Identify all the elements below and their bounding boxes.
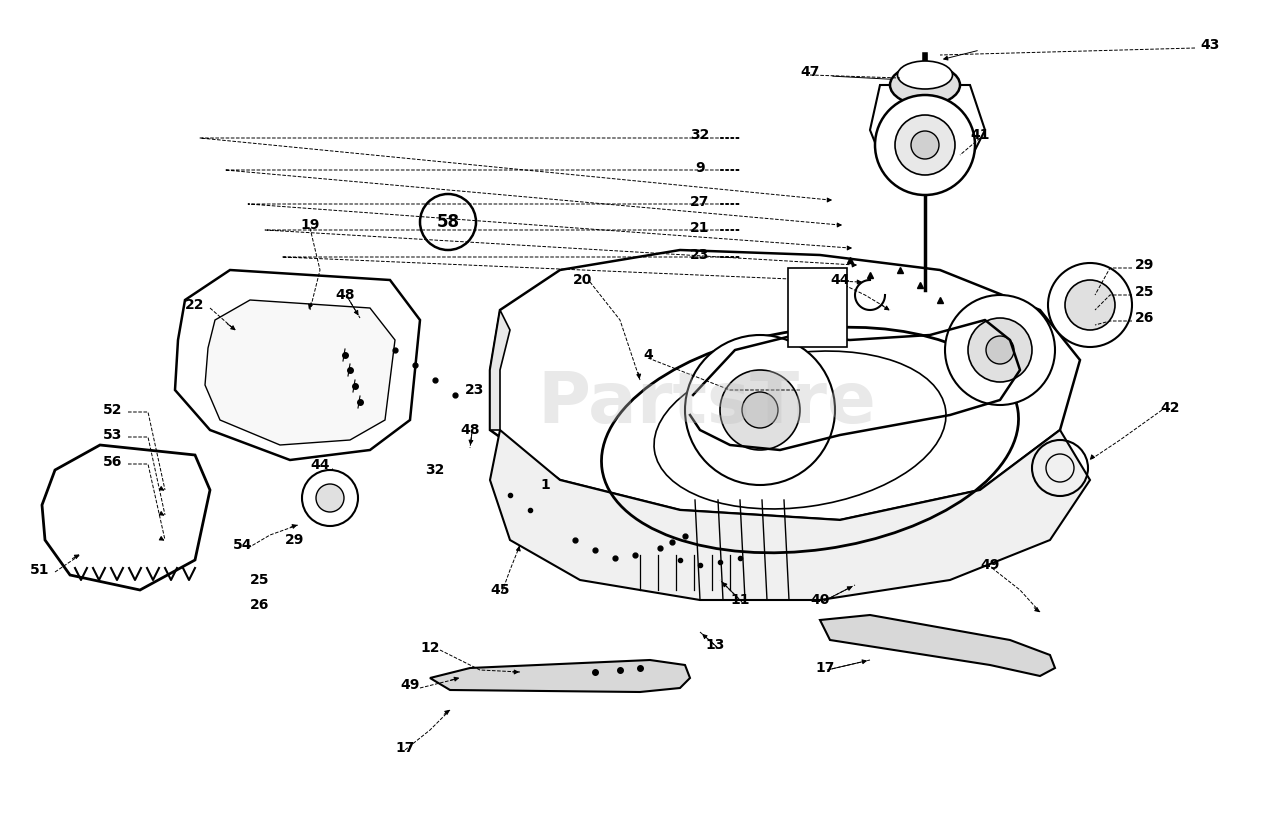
Text: 17: 17 xyxy=(815,661,835,675)
Circle shape xyxy=(742,392,778,428)
Polygon shape xyxy=(205,300,396,445)
Text: 40: 40 xyxy=(810,593,829,607)
Polygon shape xyxy=(430,660,690,692)
Text: 51: 51 xyxy=(31,563,50,577)
Circle shape xyxy=(986,336,1014,364)
Circle shape xyxy=(685,335,835,485)
Text: 47: 47 xyxy=(800,65,819,79)
Polygon shape xyxy=(820,615,1055,676)
Text: 32: 32 xyxy=(425,463,444,477)
Text: 22: 22 xyxy=(186,298,205,312)
Text: 45: 45 xyxy=(490,583,509,597)
Text: 20: 20 xyxy=(573,273,593,287)
Text: 12: 12 xyxy=(420,641,440,655)
Text: 11: 11 xyxy=(731,593,750,607)
Circle shape xyxy=(895,115,955,175)
Text: 19: 19 xyxy=(301,218,320,232)
Text: 21: 21 xyxy=(690,221,709,235)
Ellipse shape xyxy=(897,61,952,89)
Circle shape xyxy=(1065,280,1115,330)
Text: 56: 56 xyxy=(104,455,123,469)
Text: 42: 42 xyxy=(1160,401,1180,415)
Polygon shape xyxy=(42,445,210,590)
Text: 52: 52 xyxy=(104,403,123,417)
Text: 27: 27 xyxy=(690,195,709,209)
Text: 26: 26 xyxy=(1135,311,1155,325)
Circle shape xyxy=(911,131,940,159)
Text: 29: 29 xyxy=(1135,258,1155,272)
Text: 43: 43 xyxy=(1201,38,1220,52)
Polygon shape xyxy=(490,250,1080,520)
Text: 23: 23 xyxy=(466,383,485,397)
Text: 53: 53 xyxy=(104,428,123,442)
Text: 13: 13 xyxy=(705,638,724,652)
Text: 44: 44 xyxy=(831,273,850,287)
Circle shape xyxy=(968,318,1032,382)
Polygon shape xyxy=(490,310,509,430)
Text: 49: 49 xyxy=(401,678,420,692)
Text: 48: 48 xyxy=(335,288,355,302)
Text: 1: 1 xyxy=(540,478,550,492)
Text: 58: 58 xyxy=(436,213,460,231)
Text: 48: 48 xyxy=(461,423,480,437)
Polygon shape xyxy=(175,270,420,460)
Text: 44: 44 xyxy=(310,458,330,472)
FancyBboxPatch shape xyxy=(788,268,847,347)
Circle shape xyxy=(302,470,358,526)
Text: 26: 26 xyxy=(251,598,270,612)
Circle shape xyxy=(945,295,1055,405)
Text: 54: 54 xyxy=(233,538,252,552)
Text: 41: 41 xyxy=(970,128,989,142)
Circle shape xyxy=(719,370,800,450)
Text: 23: 23 xyxy=(690,248,709,262)
Text: 32: 32 xyxy=(690,128,709,142)
Circle shape xyxy=(876,95,975,195)
Text: PartsTre: PartsTre xyxy=(538,369,877,437)
Text: 49: 49 xyxy=(980,558,1000,572)
Circle shape xyxy=(316,484,344,512)
Polygon shape xyxy=(870,85,986,180)
Circle shape xyxy=(1048,263,1132,347)
Text: 25: 25 xyxy=(251,573,270,587)
Text: 29: 29 xyxy=(285,533,305,547)
Text: 9: 9 xyxy=(695,161,705,175)
Polygon shape xyxy=(490,430,1091,600)
Text: 17: 17 xyxy=(396,741,415,755)
Ellipse shape xyxy=(890,65,960,105)
Text: 4: 4 xyxy=(643,348,653,362)
Text: 25: 25 xyxy=(1135,285,1155,299)
